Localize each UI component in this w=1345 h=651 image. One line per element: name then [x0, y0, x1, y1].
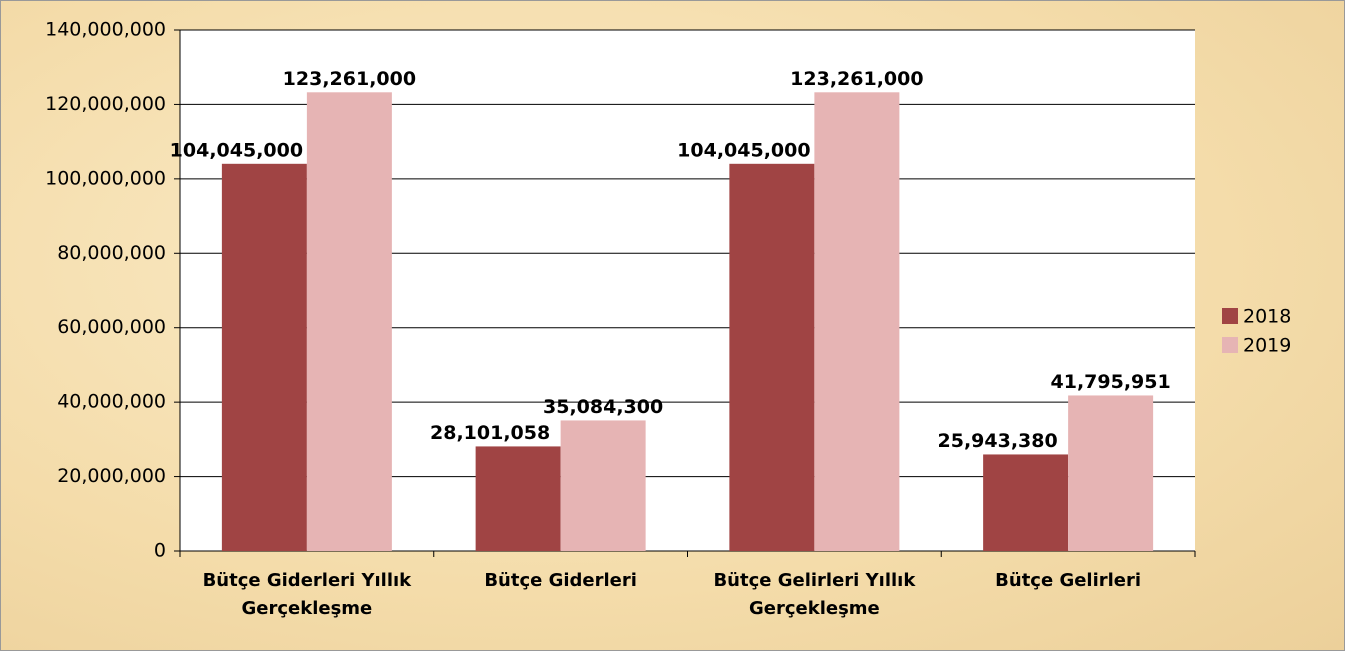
y-tick-label: 20,000,000: [57, 465, 166, 487]
y-tick-label: 140,000,000: [45, 19, 166, 41]
legend-label: 2018: [1243, 306, 1291, 328]
bar: [475, 446, 561, 551]
legend-swatch: [1222, 337, 1238, 353]
value-label: 25,943,380: [938, 430, 1058, 452]
y-tick-label: 80,000,000: [57, 242, 166, 264]
bar: [221, 163, 307, 552]
y-tick-label: 120,000,000: [45, 93, 166, 115]
legend-label: 2019: [1243, 335, 1291, 357]
x-tick-label: Bütçe Gelirleri Yıllık Gerçekleşme: [713, 570, 916, 619]
value-label: 104,045,000: [677, 139, 810, 161]
bar: [814, 92, 900, 551]
y-tick-label: 0: [154, 540, 166, 562]
legend-swatch: [1222, 308, 1238, 324]
bar: [1068, 395, 1154, 551]
value-label: 104,045,000: [170, 139, 303, 161]
value-label: 123,261,000: [790, 68, 923, 90]
x-tick-label: Bütçe Giderleri Yıllık Gerçekleşme: [202, 570, 412, 619]
x-tick-label: Bütçe Giderleri: [484, 570, 637, 591]
y-tick-label: 40,000,000: [57, 391, 166, 413]
bar: [983, 454, 1069, 551]
value-label: 28,101,058: [430, 422, 550, 444]
x-tick-label: Bütçe Gelirleri: [995, 570, 1142, 591]
value-label: 35,084,300: [543, 396, 663, 418]
bar: [729, 163, 815, 552]
value-label: 41,795,951: [1051, 371, 1171, 393]
bar: [306, 92, 392, 551]
y-tick-label: 100,000,000: [45, 167, 166, 189]
bar: [560, 420, 646, 551]
value-label: 123,261,000: [283, 68, 416, 90]
y-tick-label: 60,000,000: [57, 316, 166, 338]
